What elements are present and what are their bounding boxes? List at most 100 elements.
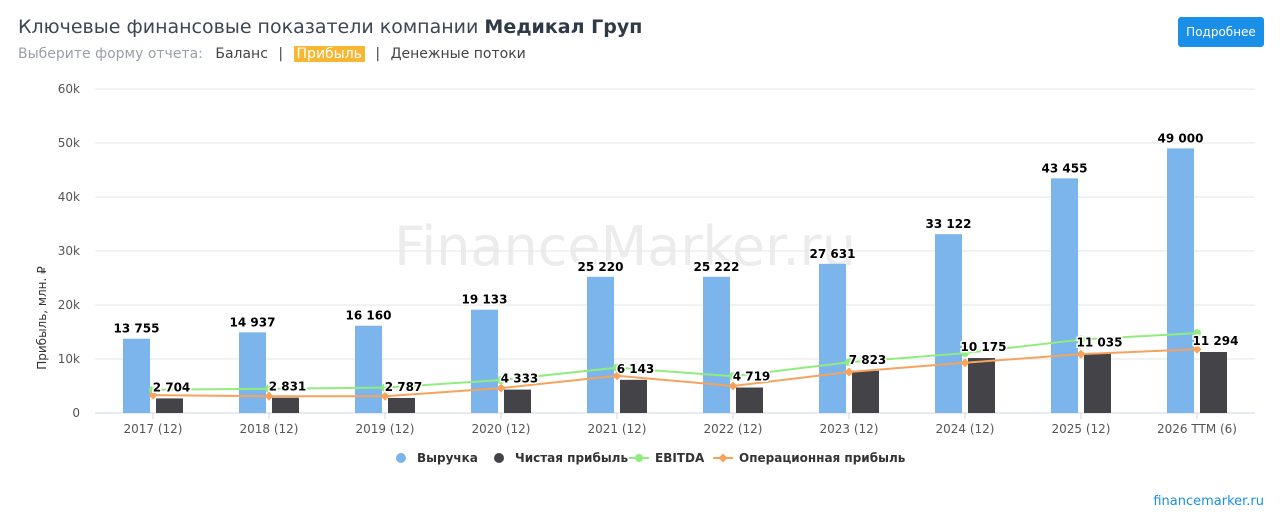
revenue-label: 13 755 xyxy=(114,322,160,336)
net-profit-label: 2 704 xyxy=(153,380,191,394)
y-tick-label: 10k xyxy=(58,352,80,366)
revenue-bar[interactable] xyxy=(239,332,266,413)
revenue-label: 16 160 xyxy=(346,309,392,323)
legend-marker xyxy=(396,453,406,463)
legend-item-net-profit[interactable]: Чистая прибыль xyxy=(494,451,628,465)
report-option-cashflow[interactable]: Денежные потоки xyxy=(390,46,526,62)
net-profit-label: 4 333 xyxy=(501,372,539,386)
net-profit-label: 6 143 xyxy=(617,362,655,376)
operating-profit-point[interactable] xyxy=(380,391,390,401)
title-prefix: Ключевые финансовые показатели компании xyxy=(18,16,479,38)
watermark: FinanceMarker.ru xyxy=(394,215,856,278)
revenue-label: 27 631 xyxy=(810,247,856,261)
ebitda-point[interactable] xyxy=(381,383,389,392)
operating-profit-point[interactable] xyxy=(960,358,970,368)
operating-profit-point[interactable] xyxy=(148,390,158,400)
operating-profit-point[interactable] xyxy=(844,367,854,377)
net-profit-bar[interactable] xyxy=(272,397,299,413)
net-profit-bar[interactable] xyxy=(620,379,647,413)
operating-profit-line xyxy=(152,348,1198,398)
ebitda-point[interactable] xyxy=(1193,329,1201,338)
operating-profit-point[interactable] xyxy=(1192,344,1202,354)
revenue-bar[interactable] xyxy=(471,309,498,413)
y-tick-label: 50k xyxy=(58,136,80,150)
revenue-label: 14 937 xyxy=(230,315,276,329)
page-title: Ключевые финансовые показатели компании … xyxy=(18,16,642,38)
revenue-bar[interactable] xyxy=(703,276,730,413)
net-profit-label: 4 719 xyxy=(733,370,771,384)
x-tick-label: 2020 (12) xyxy=(472,422,531,436)
y-tick-label: 40k xyxy=(58,190,80,204)
report-option-profit[interactable]: Прибыль xyxy=(293,46,365,62)
x-tick-label: 2024 (12) xyxy=(936,422,995,436)
operating-profit-point[interactable] xyxy=(1076,349,1086,359)
net-profit-bar[interactable] xyxy=(736,387,763,413)
legend-label: Чистая прибыль xyxy=(515,451,628,465)
y-tick-label: 30k xyxy=(58,244,80,258)
report-option-balance[interactable]: Баланс xyxy=(215,46,268,62)
x-tick-label: 2021 (12) xyxy=(588,422,647,436)
revenue-label: 33 122 xyxy=(926,217,972,231)
x-axis-ticks: 2017 (12) 2018 (12) 2019 (12) 2020 (12) 2021… xyxy=(124,413,1237,436)
ebitda-line xyxy=(152,332,1198,391)
operating-profit-point[interactable] xyxy=(612,371,622,381)
y-tick-label: 0 xyxy=(72,406,80,420)
x-tick-label: 2018 (12) xyxy=(240,422,299,436)
ebitda-point[interactable] xyxy=(265,384,273,393)
x-tick-label: 2019 (12) xyxy=(356,422,415,436)
report-form-label: Выберите форму отчета: xyxy=(18,46,203,62)
ebitda-point[interactable] xyxy=(729,372,737,381)
net-profit-label: 2 787 xyxy=(385,380,423,394)
operating-profit-point[interactable] xyxy=(264,391,274,401)
ebitda-point[interactable] xyxy=(1077,335,1085,344)
report-separator: | xyxy=(278,46,284,62)
operating-profit-point[interactable] xyxy=(728,381,738,391)
financial-chart: FinanceMarker.ru 0 10k 20k 30k 40k 50k 60k При… xyxy=(35,82,1255,465)
revenue-label: 25 220 xyxy=(578,260,624,274)
grid xyxy=(95,88,1255,414)
revenue-bar[interactable] xyxy=(587,276,614,413)
ebitda-point[interactable] xyxy=(497,376,505,385)
y-tick-label: 60k xyxy=(58,82,80,96)
revenue-bar[interactable] xyxy=(123,338,150,413)
ebitda-point[interactable] xyxy=(149,385,157,394)
legend-marker xyxy=(635,454,643,462)
net-profit-bar[interactable] xyxy=(388,397,415,413)
ebitda-point[interactable] xyxy=(961,349,969,358)
revenue-bar[interactable] xyxy=(1051,178,1078,413)
lines xyxy=(148,329,1202,401)
revenue-bar[interactable] xyxy=(819,263,846,413)
source-link[interactable]: financemarker.ru xyxy=(1153,494,1264,509)
revenue-bar[interactable] xyxy=(355,325,382,413)
x-tick-label: 2026 TTM (6) xyxy=(1157,422,1237,436)
net-profit-bar[interactable] xyxy=(1084,353,1111,413)
net-profit-label: 10 175 xyxy=(961,340,1007,354)
legend-marker xyxy=(718,453,728,463)
ebitda-point[interactable] xyxy=(845,358,853,367)
x-tick-label: 2023 (12) xyxy=(820,422,879,436)
net-profit-label: 7 823 xyxy=(849,353,887,367)
net-profit-bar[interactable] xyxy=(968,358,995,413)
x-tick-label: 2017 (12) xyxy=(124,422,183,436)
more-details-button[interactable]: Подробнее xyxy=(1178,17,1264,47)
x-tick-label: 2022 (12) xyxy=(704,422,763,436)
legend-item-revenue[interactable]: Выручка xyxy=(396,451,478,465)
y-axis-title: Прибыль, млн. ₽ xyxy=(35,266,49,370)
revenue-bar[interactable] xyxy=(935,234,962,413)
net-profit-bar[interactable] xyxy=(156,398,183,413)
legend-item-ebitda[interactable]: EBITDA xyxy=(629,451,705,465)
legend-label: Выручка xyxy=(417,451,478,465)
ebitda-point[interactable] xyxy=(613,363,621,372)
operating-profit-point[interactable] xyxy=(496,383,506,393)
net-profit-bar[interactable] xyxy=(1200,352,1227,413)
net-profit-bar[interactable] xyxy=(504,389,531,413)
legend-label: EBITDA xyxy=(655,451,705,465)
revenue-label: 49 000 xyxy=(1158,131,1204,145)
report-form-selector: Выберите форму отчета: Баланс | Прибыль … xyxy=(18,46,526,62)
revenue-bar[interactable] xyxy=(1167,148,1194,413)
revenue-label: 25 222 xyxy=(694,260,740,274)
legend-label: Операционная прибыль xyxy=(739,451,906,465)
legend-item-operating-profit[interactable]: Операционная прибыль xyxy=(713,451,906,465)
net-profit-bar[interactable] xyxy=(852,370,879,413)
legend-marker xyxy=(494,453,504,463)
